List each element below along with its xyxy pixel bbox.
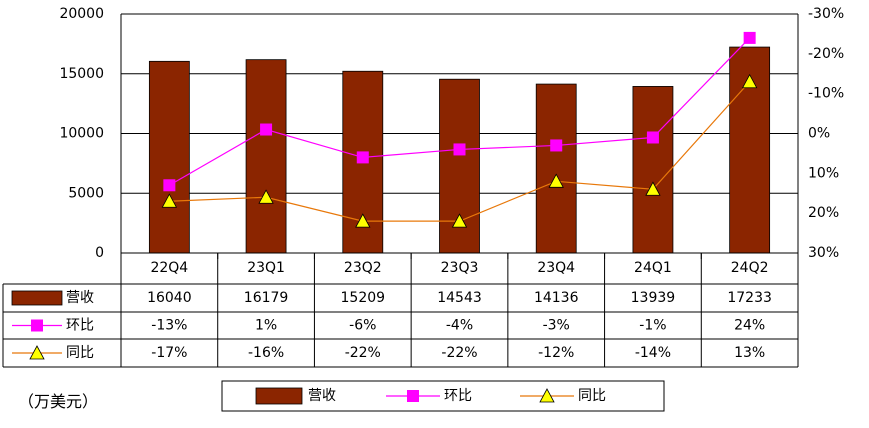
table-value: -17% [151, 345, 187, 361]
y-tick-label-right: -20% [808, 46, 844, 62]
series-point [451, 213, 468, 228]
table-value: 13939 [631, 290, 676, 306]
y-tick-label-right: 10% [808, 165, 839, 181]
table-value: -22% [345, 345, 381, 361]
series-point [741, 73, 758, 89]
legend-label: 环比 [444, 388, 472, 404]
tick-labels: 0 5000 10000 15000 20000 -30% -20% -10% 0% 10% 20%… [59, 6, 844, 261]
y-tick-label-left: 15000 [59, 66, 104, 82]
series-point [258, 189, 274, 204]
table-value: 13% [734, 345, 765, 361]
table-value: -4% [446, 318, 473, 334]
table-value: 14136 [534, 290, 579, 306]
legend-box [221, 380, 665, 412]
unit-note: （万美元） [18, 392, 99, 411]
table-value: 16179 [244, 290, 289, 306]
x-tick-label: 23Q1 [247, 260, 285, 276]
table-key [11, 290, 63, 306]
x-tick-label: 22Q4 [150, 260, 188, 276]
bar [535, 83, 577, 254]
y-tick-label-right: 0% [808, 126, 830, 142]
table-value: 17233 [727, 290, 772, 306]
bar [148, 60, 190, 254]
bar-series [148, 46, 771, 254]
legend: 营收 环比 同比 [221, 380, 665, 412]
table-value: 14543 [437, 290, 482, 306]
table-value: -16% [248, 345, 284, 361]
series-point [356, 151, 369, 164]
y-tick-label-right: 30% [808, 245, 839, 261]
table-value: -22% [441, 345, 477, 361]
table-value: -12% [538, 345, 574, 361]
y-tick-label-right: 20% [808, 205, 839, 221]
bar [632, 86, 674, 254]
table-value: -1% [639, 318, 666, 334]
series-point [743, 31, 756, 44]
bar [245, 59, 287, 254]
table-key-marker [29, 345, 45, 360]
y-tick-label-right: -10% [808, 86, 844, 102]
table-value: -6% [349, 318, 376, 334]
table-series-name: 环比 [66, 318, 94, 334]
series-point [355, 213, 371, 228]
data-table: 22Q4 23Q1 23Q2 23Q3 23Q4 24Q1 24Q2 营收 16040 16179… [2, 253, 799, 368]
table-value: 15209 [341, 290, 386, 306]
legend-key-marker [539, 388, 555, 403]
legend-label: 同比 [578, 388, 606, 404]
legend-label: 营收 [308, 388, 336, 404]
series-point [453, 143, 466, 156]
table-value: 16040 [147, 290, 192, 306]
series-point [645, 181, 661, 196]
y-tick-label-left: 5000 [68, 185, 104, 201]
series-point [260, 123, 273, 136]
x-tick-label: 23Q2 [344, 260, 382, 276]
y-tick-label-right: -30% [808, 6, 844, 22]
y-tick-label-left: 10000 [59, 126, 104, 142]
y-tick-label-left: 0 [95, 245, 104, 261]
x-tick-label: 23Q4 [537, 260, 575, 276]
line-series [161, 31, 758, 228]
series-point [550, 139, 563, 152]
table-value: 1% [255, 318, 277, 334]
x-tick-label: 23Q3 [441, 260, 479, 276]
table-series-name: 营收 [66, 290, 94, 306]
x-tick-label: 24Q2 [731, 260, 769, 276]
series-point [548, 173, 564, 188]
y-tick-label-left: 20000 [59, 6, 104, 22]
series-point [163, 179, 176, 192]
series-point [161, 193, 178, 208]
legend-key [255, 387, 303, 405]
x-tick-label: 24Q1 [634, 260, 672, 276]
series-point [646, 131, 659, 144]
table-series-name: 同比 [66, 345, 94, 361]
table-value: -14% [635, 345, 671, 361]
table-value: 24% [734, 318, 765, 334]
table-key-marker [31, 319, 43, 332]
table-value: -13% [151, 318, 187, 334]
legend-key-marker [407, 390, 419, 402]
table-value: -3% [543, 318, 570, 334]
